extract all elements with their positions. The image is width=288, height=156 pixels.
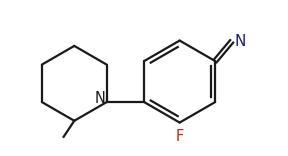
Text: N: N — [234, 34, 246, 49]
Text: N: N — [94, 91, 105, 106]
Text: F: F — [175, 129, 184, 144]
